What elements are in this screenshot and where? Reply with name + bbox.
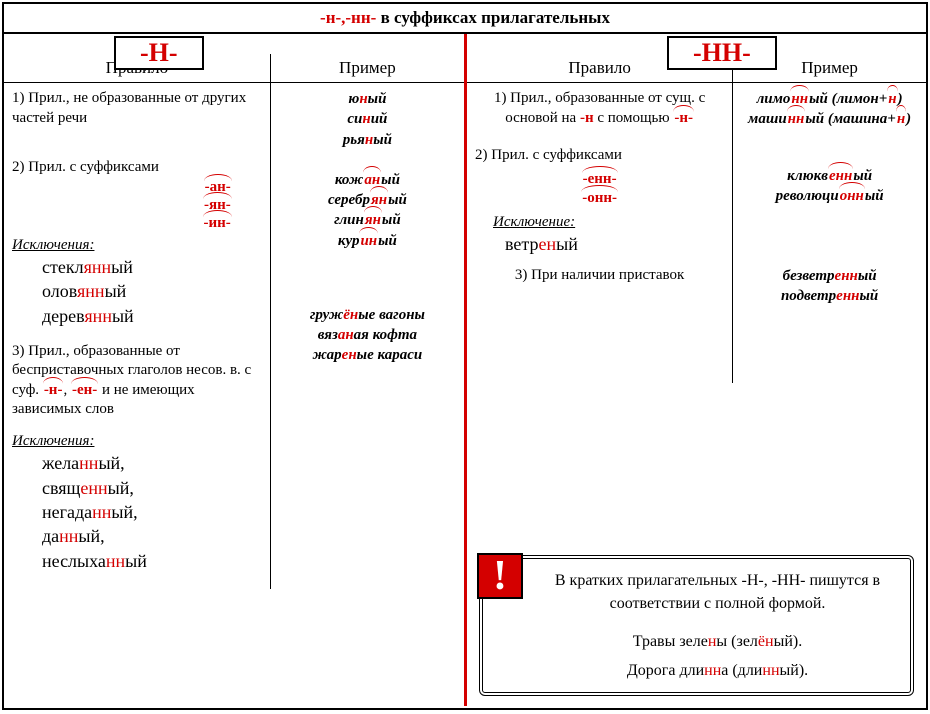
suffix-en-inline: -ен- [71,381,98,401]
rule-right-1suf: -н- [673,109,694,129]
note-line1: В кратких прилагательных -Н-, -НН- пишут… [539,569,896,615]
note-box: ! В кратких прилагательных -Н-, -НН- пиш… [479,555,914,696]
page-title: -н-,-нн- в суффиксах прилагательных [4,4,926,34]
title-rest: в суффиксах прилагательных [376,8,610,27]
rule-left-2: 2) Прил. с суффиксами -ан- -ян- -ин- Иск… [12,158,262,328]
exceptions-words-left-2: стеклянныйоловянныйдеревянный [42,255,262,328]
rule-left-1: 1) Прил., не образованные от других част… [12,89,262,128]
rule-left-2-text: 2) Прил. с суффиксами [12,159,159,175]
suffix-list-right: -енн- -онн- [475,170,724,209]
example-side-left: юныйсинийрьяный кожаныйсеребряныйглиняны… [271,83,464,589]
exceptions-words-left-3: желанный,священный,негаданный,данный,нес… [42,451,262,572]
column-nn: -НН- Правило Пример 1) Прил., образованн… [464,34,926,706]
content-left: 1) Прил., не образованные от других част… [4,83,464,589]
suffix-list-left: -ан- -ян- -ин- [12,178,262,232]
example-left-1: юныйсинийрьяный [277,89,458,150]
example-left-2: кожаныйсеребряныйглиняныйкуриный [277,170,458,251]
col-header-example-left: Пример [271,54,464,82]
column-n: -Н- Правило Пример 1) Прил., не образова… [4,34,464,706]
exclamation-icon: ! [477,553,523,599]
rule-right-1: 1) Прил., образованные от сущ. с основой… [475,89,724,128]
header-tab-nn: -НН- [667,36,777,70]
exceptions-label-left-2: Исключения: [12,236,262,256]
exceptions-label-right: Исключение: [493,213,724,233]
note-example-1: Травы зелены (зелёный). [539,630,896,653]
rule-right-2: 2) Прил. с суффиксами -енн- -онн- Исключ… [475,146,724,256]
example-left-3: гружёные вагонывязаная кофтажареные кара… [277,305,458,366]
header-tab-n: -Н- [114,36,204,70]
rule-side-right: 1) Прил., образованные от сущ. с основой… [467,83,733,383]
example-right-3: безветренныйподветренный [739,266,920,307]
rule-side-left: 1) Прил., не образованные от других част… [4,83,271,589]
suffix-in: -ин- [203,214,232,232]
rule-right-1n: -н [580,110,594,126]
example-right-2: клюквенныйреволюционный [739,166,920,207]
subheader-row-left: Правило Пример [4,54,464,83]
example-side-right: лимонный (лимон+н)машинный (машина+н) кл… [733,83,926,383]
title-prefix: -н-,-нн- [320,8,376,27]
rule-right-2a: 2) Прил. с суффиксами [475,146,724,166]
rule-left-3: 3) Прил., образованные от бесприставочны… [12,342,262,573]
rule-right-3: 3) При наличии приставок [475,266,724,286]
exceptions-label-left-3: Исключения: [12,432,262,452]
document-frame: -н-,-нн- в суффиксах прилагательных -Н- … [2,2,928,710]
example-right-1: лимонный (лимон+н)машинный (машина+н) [739,89,920,130]
exceptions-words-right: ветреный [505,232,724,256]
content-right: 1) Прил., образованные от сущ. с основой… [467,83,926,383]
suffix-n-inline: -н- [43,381,64,401]
note-example-2: Дорога длинна (длинный). [539,659,896,682]
rule-right-1b: с помощью [594,110,674,126]
main-columns: -Н- Правило Пример 1) Прил., не образова… [4,34,926,706]
suffix-onn: -онн- [581,189,618,209]
